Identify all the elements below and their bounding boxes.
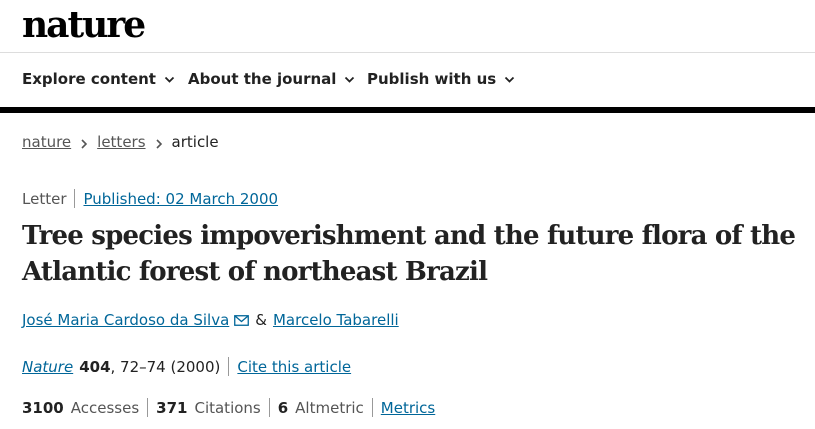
- chevron-down-icon: [164, 74, 175, 85]
- chevron-right-icon: [80, 136, 88, 149]
- accesses-count: 3100: [22, 398, 64, 417]
- altmetric-label: Altmetric: [295, 398, 364, 417]
- published-date-link[interactable]: Published: 02 March 2000: [83, 189, 279, 208]
- nav-explore-content[interactable]: Explore content: [22, 70, 175, 88]
- site-header: nature: [0, 0, 815, 53]
- chevron-right-icon: [155, 136, 163, 149]
- nav-about-journal-label: About the journal: [188, 70, 337, 88]
- article-meta: Letter Published: 02 March 2000: [22, 189, 278, 208]
- chevron-down-icon: [344, 74, 355, 85]
- accesses-label: Accesses: [70, 398, 140, 417]
- meta-divider: [74, 189, 76, 208]
- citations-label: Citations: [194, 398, 261, 417]
- cite-this-article-link[interactable]: Cite this article: [237, 357, 352, 376]
- article-type: Letter: [22, 189, 67, 208]
- citations-count: 371: [156, 398, 188, 417]
- metrics-divider: [268, 398, 270, 417]
- citation-line: Nature 404 , 72–74 (2000) Cite this arti…: [22, 357, 351, 376]
- author-separator: &: [255, 311, 267, 329]
- metrics-divider: [371, 398, 373, 417]
- nature-logo[interactable]: nature: [22, 4, 146, 46]
- altmetric-count: 6: [277, 398, 289, 417]
- breadcrumb-link-nature[interactable]: nature: [22, 133, 72, 151]
- main-nav: Explore content About the journal Publis…: [0, 53, 815, 113]
- journal-link[interactable]: Nature: [22, 357, 74, 376]
- mail-icon[interactable]: [234, 312, 250, 326]
- nav-about-journal[interactable]: About the journal: [188, 70, 355, 88]
- nav-publish-with-us-label: Publish with us: [367, 70, 497, 88]
- author-link-1[interactable]: José Maria Cardoso da Silva: [22, 311, 230, 329]
- citation-divider: [228, 357, 230, 376]
- nav-explore-content-label: Explore content: [22, 70, 156, 88]
- article-metrics: 3100 Accesses 371 Citations 6 Altmetric …: [22, 398, 435, 417]
- journal-pages-year: , 72–74 (2000): [110, 357, 221, 376]
- breadcrumb-link-letters[interactable]: letters: [97, 133, 146, 151]
- breadcrumb-current: article: [171, 133, 219, 151]
- article-title: Tree species impoverishment and the futu…: [22, 221, 796, 287]
- author-link-2[interactable]: Marcelo Tabarelli: [272, 311, 399, 329]
- chevron-down-icon: [504, 74, 515, 85]
- metrics-link[interactable]: Metrics: [380, 398, 436, 417]
- nav-publish-with-us[interactable]: Publish with us: [367, 70, 515, 88]
- author-list: José Maria Cardoso da Silva & Marcelo Ta…: [22, 311, 399, 329]
- journal-volume: 404: [79, 357, 111, 376]
- metrics-divider: [147, 398, 149, 417]
- breadcrumb: nature letters article: [22, 133, 219, 151]
